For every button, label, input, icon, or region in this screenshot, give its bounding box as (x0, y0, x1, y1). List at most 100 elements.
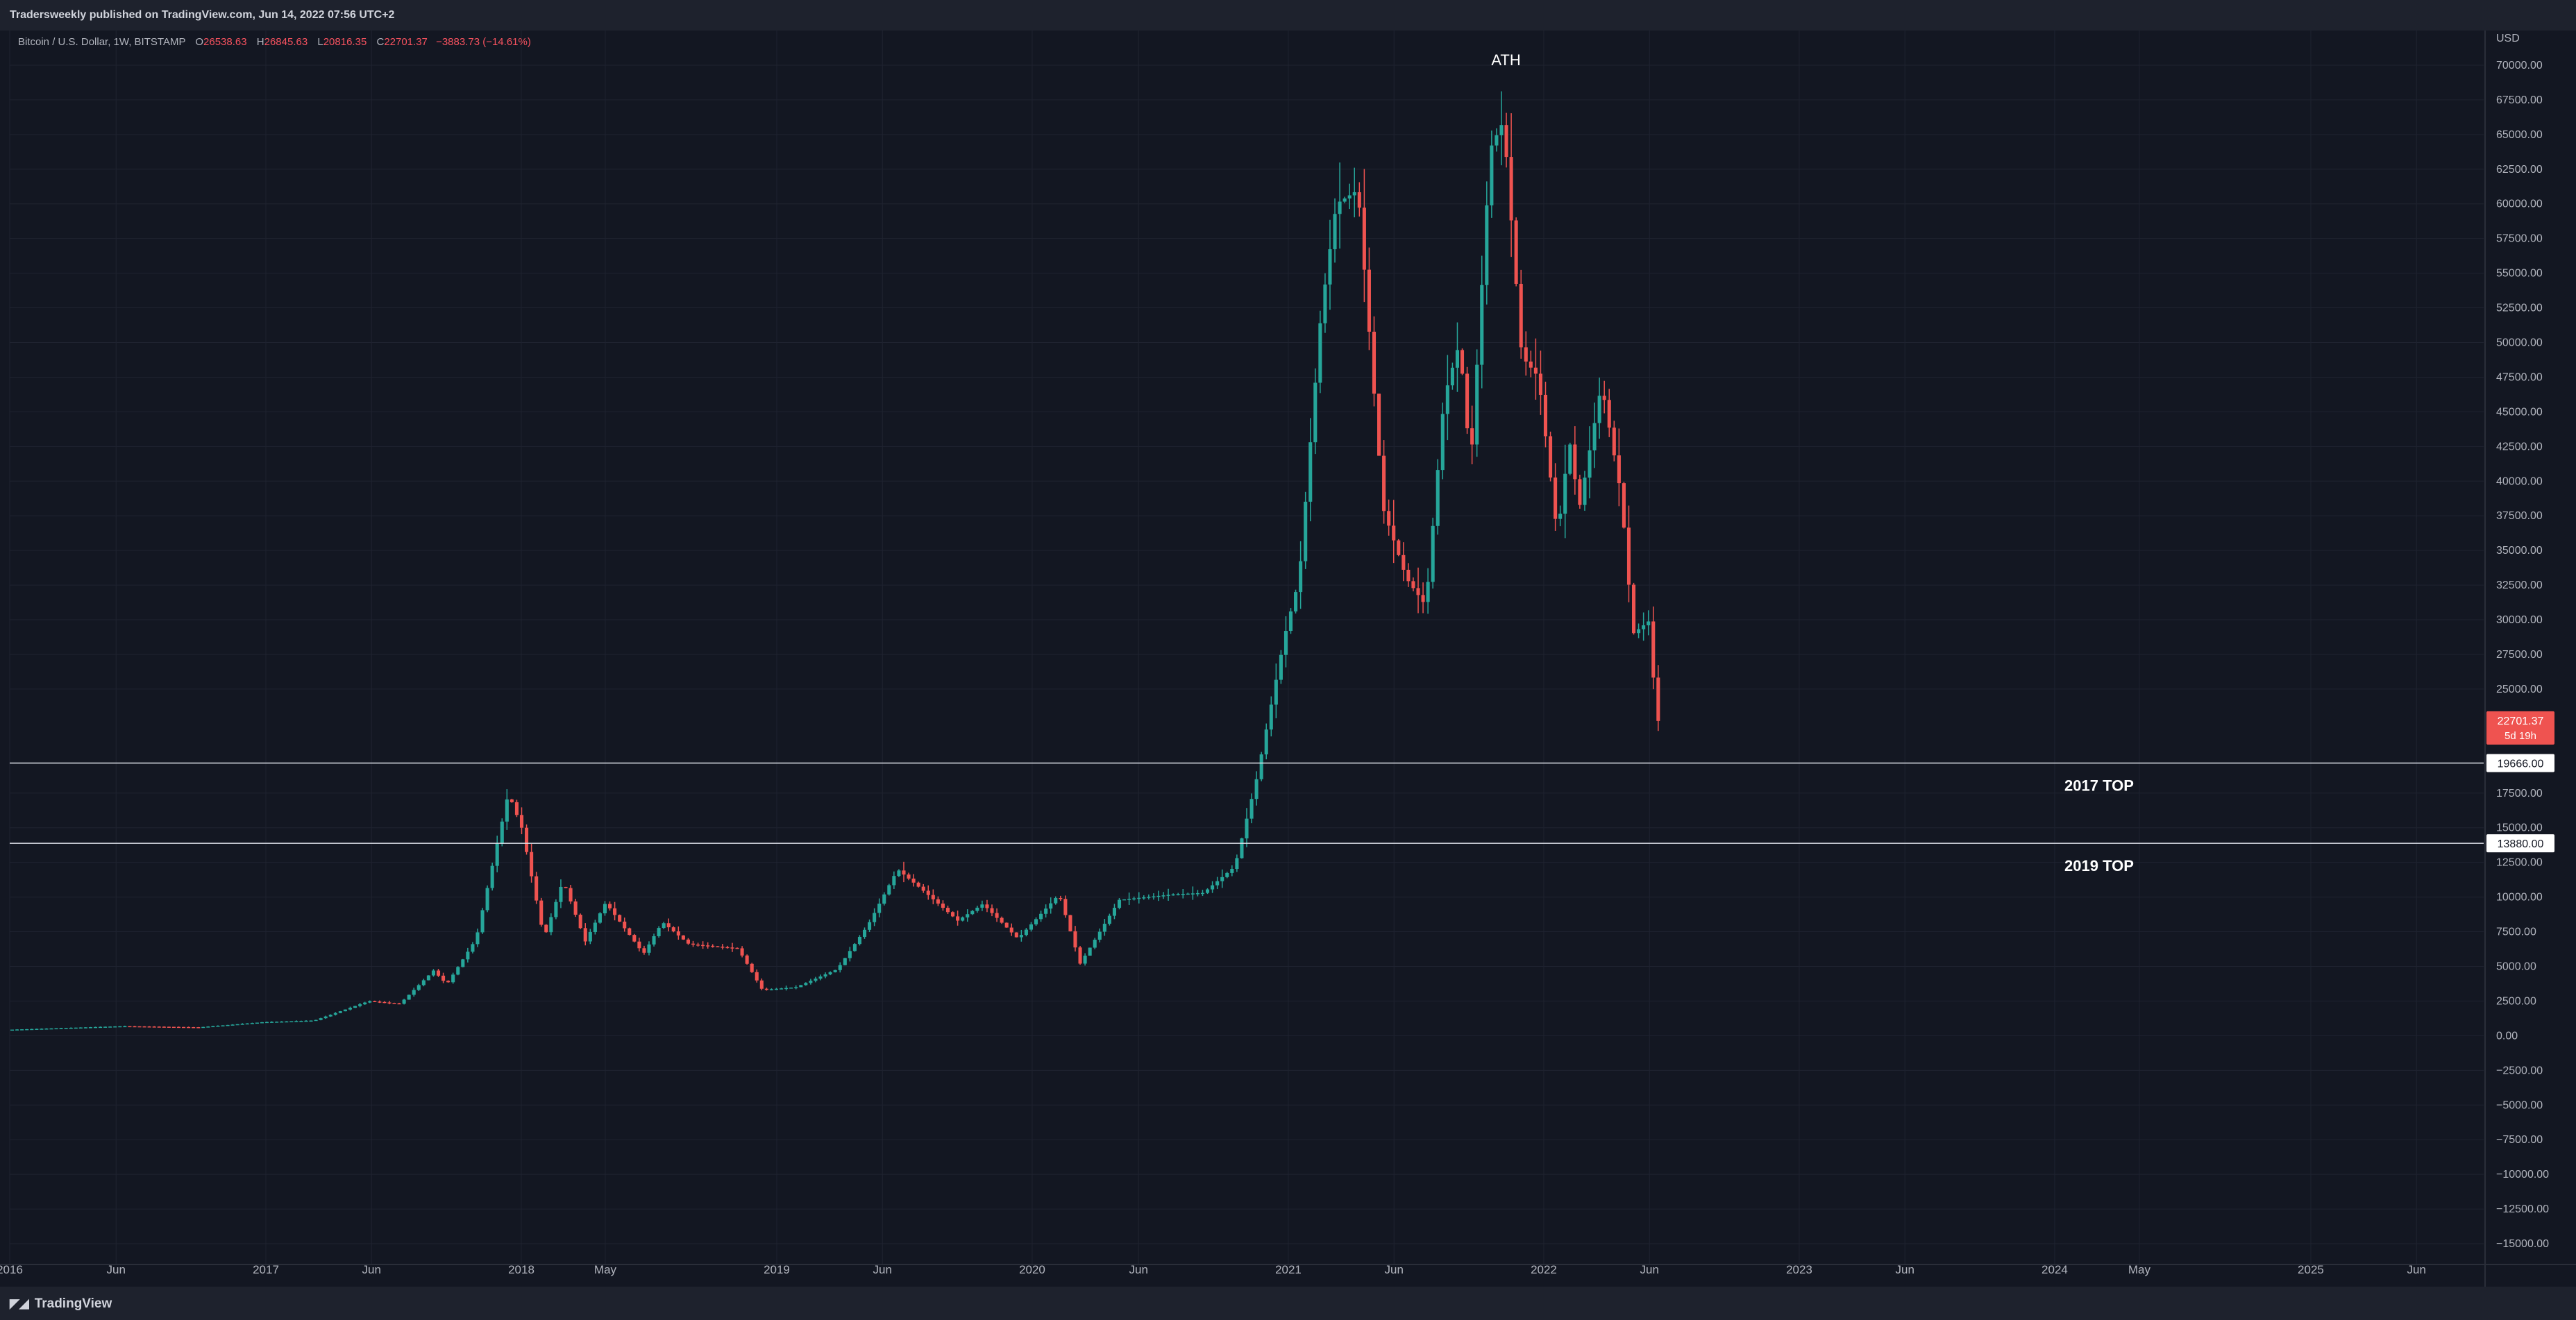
y-tick-label: 60000.00 (2496, 198, 2543, 210)
candle-body (1102, 924, 1106, 932)
candle-body (1264, 729, 1268, 754)
candle-body (1421, 595, 1425, 602)
candle-body (421, 980, 426, 985)
x-tick-label: 2025 (2298, 1263, 2324, 1276)
candle-body (103, 1026, 108, 1028)
candle-body (1372, 331, 1377, 394)
candle-body (1382, 455, 1386, 511)
level-badge-label: 19666.00 (2498, 758, 2544, 770)
candle-body (78, 1027, 83, 1029)
current-price-label: 22701.37 (2498, 716, 2544, 727)
candle-body (740, 948, 744, 956)
candle-body (500, 821, 504, 844)
candle-body (1401, 555, 1406, 570)
candle-body (1549, 436, 1553, 478)
candle-body (530, 852, 534, 877)
high-value: 26845.63 (264, 36, 308, 48)
candle-body (1445, 385, 1449, 414)
candle-body (1137, 897, 1141, 899)
candle-body (323, 1016, 328, 1019)
candle-body (416, 985, 421, 990)
candle-body (99, 1026, 103, 1029)
candle-body (1558, 514, 1563, 519)
candle-body (167, 1026, 171, 1028)
candle-body (475, 932, 480, 945)
candle-body (1034, 919, 1038, 924)
candle-body (338, 1011, 342, 1013)
candle-body (1514, 220, 1518, 284)
candle-body (588, 932, 592, 942)
candle-body (652, 936, 656, 945)
y-tick-label: 12500.00 (2496, 857, 2543, 869)
candle-body (1347, 195, 1352, 198)
candle-body (873, 913, 877, 922)
candle-body (402, 999, 406, 1004)
candle-body (171, 1026, 176, 1029)
candle-body (593, 922, 597, 933)
y-tick-label: 15000.00 (2496, 822, 2543, 834)
candle-body (392, 1003, 396, 1004)
candle-body (887, 885, 891, 895)
candle-body (975, 907, 979, 911)
candle-body (1122, 899, 1127, 901)
candle-body (843, 958, 847, 965)
candle-body (578, 915, 582, 929)
candle-body (1626, 527, 1631, 585)
currency-label: USD (2496, 33, 2520, 44)
candle-body (1455, 350, 1460, 368)
y-tick-label: 2500.00 (2496, 995, 2536, 1007)
candle-body (1485, 205, 1489, 285)
candle-body (373, 1001, 377, 1003)
candle-body (1254, 779, 1258, 799)
candle-body (1436, 470, 1440, 526)
candle-body (1397, 540, 1401, 555)
x-tick-label: Jun (107, 1263, 126, 1276)
candle-body (1225, 872, 1229, 877)
candle-body (681, 935, 685, 940)
candle-body (466, 951, 470, 960)
candle-body (716, 946, 720, 947)
candle-body (1338, 201, 1342, 214)
candle-body (1274, 679, 1278, 705)
candle-body (868, 922, 872, 930)
candle-body (1647, 621, 1651, 626)
y-tick-label: 57500.00 (2496, 233, 2543, 245)
candle-body (1235, 858, 1239, 870)
candle-body (358, 1004, 362, 1006)
y-tick-label: 37500.00 (2496, 510, 2543, 522)
candle-body (774, 988, 779, 990)
y-tick-label: 55000.00 (2496, 268, 2543, 280)
publish-text: Tradersweekly published on TradingView.c… (10, 9, 395, 21)
candle-body (40, 1029, 44, 1030)
candle-body (882, 894, 886, 904)
symbol-name: Bitcoin / U.S. Dollar, 1W, BITSTAMP (18, 36, 186, 48)
candle-body (1147, 897, 1151, 898)
candle-body (1308, 442, 1313, 502)
candle-body (294, 1021, 298, 1022)
candle-body (1460, 350, 1465, 374)
candle-body (113, 1026, 117, 1028)
price-chart[interactable]: 19666.00 2017 TOP 13880.00 2019 TOP ATH 22701… (0, 31, 2576, 1287)
candle-body (1190, 893, 1195, 895)
candle-body (956, 916, 960, 921)
candle-body (598, 913, 602, 923)
candle-body (162, 1026, 166, 1028)
level-badge-label: 13880.00 (2498, 838, 2544, 850)
y-tick-label: 52500.00 (2496, 303, 2543, 314)
candle-body (456, 967, 460, 975)
candle-body (730, 947, 734, 949)
low-value: 20816.35 (323, 36, 367, 48)
candle-body (862, 929, 867, 937)
candle-body (1622, 483, 1626, 528)
x-tick-label: Jun (873, 1263, 892, 1276)
candle-body (1592, 423, 1597, 450)
candle-body (583, 928, 587, 942)
x-tick-label: 2024 (2042, 1263, 2068, 1276)
candle-body (1352, 192, 1356, 196)
x-tick-label: 2016 (0, 1263, 23, 1276)
candle-body (44, 1029, 49, 1030)
candle-body (1171, 894, 1175, 896)
x-tick-label: 2021 (1275, 1263, 1302, 1276)
candle-body (187, 1026, 191, 1029)
levels-layer: 19666.00 2017 TOP 13880.00 2019 TOP ATH 22701… (10, 51, 2554, 874)
